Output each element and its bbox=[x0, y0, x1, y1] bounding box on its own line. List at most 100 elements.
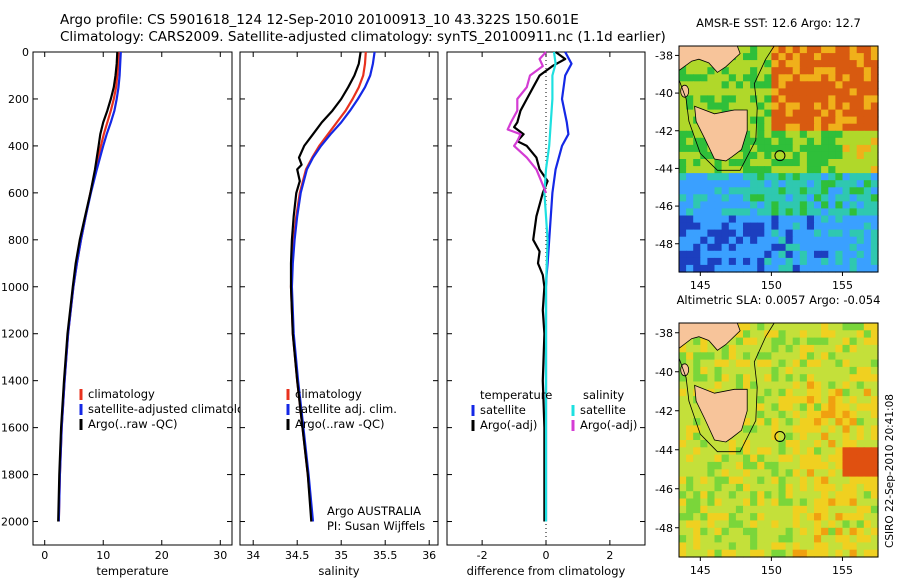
map-cell bbox=[792, 81, 801, 89]
map-cell bbox=[863, 527, 872, 536]
map-cell bbox=[821, 374, 829, 383]
map-cell bbox=[821, 549, 829, 558]
map-cell bbox=[771, 388, 780, 397]
map-cell bbox=[714, 352, 723, 361]
map-cell bbox=[821, 46, 829, 54]
map-cell bbox=[679, 425, 687, 434]
map-cell bbox=[863, 236, 872, 245]
map-cell bbox=[835, 201, 844, 210]
map-cell bbox=[821, 81, 829, 89]
map-cell bbox=[750, 513, 758, 521]
map-cell bbox=[728, 243, 737, 252]
map-cell bbox=[686, 130, 694, 139]
map-cell bbox=[785, 81, 794, 89]
map-cell bbox=[792, 396, 801, 404]
map-cell bbox=[764, 46, 772, 54]
map-cell bbox=[679, 102, 687, 111]
map-cell bbox=[714, 549, 723, 558]
map-cell bbox=[821, 513, 829, 521]
map-cell bbox=[821, 201, 829, 210]
map-cell bbox=[806, 46, 815, 54]
map-cell bbox=[771, 123, 780, 132]
map-cell bbox=[757, 396, 765, 404]
map-cell bbox=[828, 418, 836, 426]
map-cell bbox=[792, 137, 801, 146]
map-cell bbox=[792, 67, 801, 75]
lon-tick-label: 150 bbox=[761, 279, 782, 292]
map-cell bbox=[757, 454, 765, 463]
map-cell bbox=[750, 498, 758, 507]
map-cell bbox=[799, 173, 808, 181]
map-cell bbox=[679, 250, 687, 259]
map-cell bbox=[835, 454, 844, 463]
map-cell bbox=[799, 180, 808, 188]
map-cell bbox=[863, 447, 872, 456]
map-cell bbox=[707, 344, 716, 353]
map-cell bbox=[828, 476, 836, 485]
map-cell bbox=[785, 53, 794, 61]
map-cell bbox=[750, 447, 758, 456]
map-cell bbox=[792, 491, 801, 500]
map-cell bbox=[757, 201, 765, 210]
map-cell bbox=[728, 359, 737, 368]
map-cell bbox=[750, 535, 758, 543]
map-cell bbox=[743, 250, 751, 259]
map-cell bbox=[814, 102, 822, 111]
map-cell bbox=[828, 166, 836, 174]
map-cell bbox=[842, 187, 851, 195]
map-cell bbox=[856, 366, 865, 375]
map-cell bbox=[835, 418, 844, 426]
map-cell bbox=[863, 46, 872, 54]
map-cell bbox=[721, 88, 730, 97]
map-cell bbox=[863, 513, 872, 521]
map-cell bbox=[806, 137, 815, 146]
map-cell bbox=[806, 67, 815, 75]
y-tick-label: 1000 bbox=[1, 281, 29, 294]
map-cell bbox=[785, 388, 794, 397]
map-cell bbox=[828, 102, 836, 111]
map-cell bbox=[856, 491, 865, 500]
map-cell bbox=[728, 344, 737, 353]
map-cell bbox=[799, 366, 808, 375]
map-cell bbox=[785, 366, 794, 375]
map-cell bbox=[757, 264, 765, 273]
map-cell bbox=[821, 159, 829, 167]
map-cell bbox=[821, 102, 829, 111]
map-cell bbox=[707, 520, 716, 529]
map-cell bbox=[778, 388, 787, 397]
map-cell bbox=[835, 95, 844, 104]
map-cell bbox=[792, 236, 801, 245]
map-cell bbox=[714, 201, 723, 210]
map-cell bbox=[863, 159, 872, 167]
map-cell bbox=[686, 337, 694, 346]
map-cell bbox=[750, 116, 758, 125]
map-cell bbox=[714, 381, 723, 390]
map-cell bbox=[785, 236, 794, 245]
map-cell bbox=[721, 352, 730, 361]
map-cell bbox=[799, 352, 808, 361]
map-cell bbox=[821, 432, 829, 441]
map-cell bbox=[693, 222, 701, 231]
map-cell bbox=[735, 461, 744, 470]
map-cell bbox=[799, 60, 808, 68]
map-cell bbox=[750, 337, 758, 346]
map-cell bbox=[821, 166, 829, 174]
map-cell bbox=[735, 505, 744, 514]
map-cell bbox=[750, 250, 758, 259]
map-cell bbox=[743, 187, 751, 195]
map-cell bbox=[856, 447, 865, 456]
map-cell bbox=[785, 257, 794, 266]
map-cell bbox=[806, 483, 815, 492]
map-cell bbox=[728, 208, 737, 217]
map-cell bbox=[714, 173, 723, 181]
map-cell bbox=[714, 498, 723, 507]
map-cell bbox=[856, 257, 865, 266]
map-cell bbox=[856, 344, 865, 353]
map-cell bbox=[849, 535, 858, 543]
map-cell bbox=[799, 229, 808, 238]
map-cell bbox=[799, 344, 808, 353]
map-cell bbox=[863, 95, 872, 104]
map-cell bbox=[835, 527, 844, 536]
map-cell bbox=[792, 469, 801, 478]
y-tick-label: 600 bbox=[8, 187, 29, 200]
